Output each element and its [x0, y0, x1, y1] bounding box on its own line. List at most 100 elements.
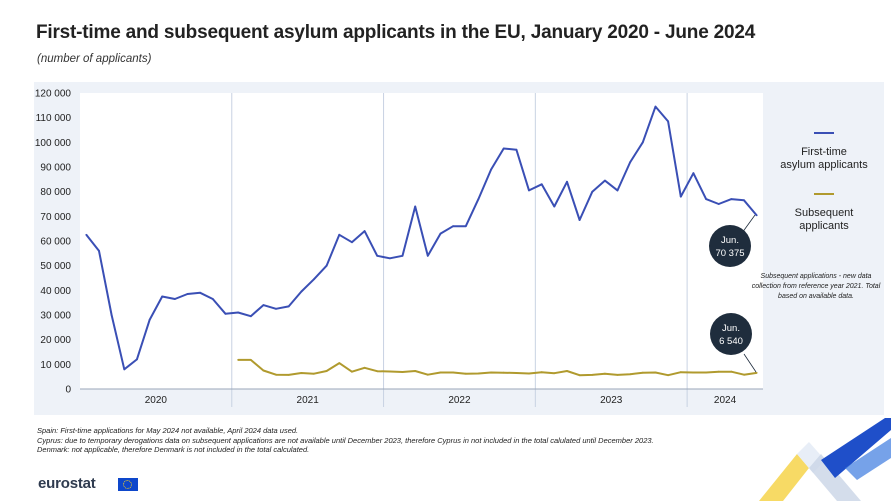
legend-subsequent-swatch — [814, 193, 834, 195]
callout-first-time-bubble — [709, 225, 751, 267]
axis-layer: 0 10 000 20 000 30 000 40 000 50 000 60 000 70 … — [35, 89, 763, 406]
series-first-time-point — [426, 254, 429, 257]
chart-title: First-time and subsequent asylum applica… — [36, 22, 756, 43]
series-first-time-point — [376, 254, 379, 257]
series-subsequent-point — [515, 372, 518, 374]
y-tick-label: 50 000 — [40, 261, 71, 272]
series-first-time-point — [477, 198, 480, 201]
footnote-denmark: Denmark: not applicable, therefore Denma… — [37, 445, 310, 454]
eu-flag-icon — [118, 478, 138, 491]
series-first-time-point — [148, 319, 151, 321]
series-first-time-point — [351, 241, 353, 244]
y-tick-label: 0 — [65, 385, 71, 396]
eurostat-logo: eurostat — [38, 475, 96, 492]
series-first-time-point — [363, 230, 366, 233]
y-tick-label: 20 000 — [40, 335, 71, 346]
series-subsequent-point — [667, 374, 669, 377]
y-tick-label: 100 000 — [35, 138, 72, 149]
data-collection-note: Subsequent applications - new data colle… — [751, 273, 881, 300]
series-first-time-point — [389, 257, 391, 260]
series-first-time-point — [641, 141, 644, 144]
series-first-time-point — [566, 180, 568, 183]
series-first-time-point — [439, 232, 442, 235]
callout-layer: Jun. 70 375 Jun. 6 540 — [709, 214, 757, 373]
footnotes: Spain: First-time applications for May 2… — [37, 426, 757, 455]
series-first-time-point — [136, 358, 138, 361]
series-subsequent-point — [338, 362, 341, 364]
callout-first-time-value: 70 375 — [715, 248, 744, 259]
callout-subsequent-leader — [743, 353, 757, 373]
series-first-time-point — [591, 190, 594, 193]
x-group-label: 2020 — [145, 395, 168, 406]
series-first-time-point — [401, 254, 404, 257]
series-first-time-point — [313, 278, 315, 281]
series-subsequent-point — [477, 372, 480, 375]
y-tick-label: 70 000 — [40, 212, 71, 223]
series-subsequent-point — [389, 370, 391, 373]
callout-subsequent-bubble — [710, 313, 752, 355]
series-subsequent-point — [566, 370, 568, 372]
series-subsequent-point — [351, 370, 353, 373]
footnote-spain: Spain: First-time applications for May 2… — [37, 426, 299, 435]
series-subsequent-point — [755, 372, 758, 374]
series-subsequent-point — [616, 374, 619, 376]
series-first-time-point — [211, 298, 214, 300]
logo-text: eurostat — [38, 475, 96, 492]
series-subsequent-point — [249, 359, 252, 361]
series-subsequent-point — [692, 371, 695, 374]
series-subsequent-point — [553, 372, 556, 375]
series-subsequent-point — [591, 374, 594, 376]
callout-subsequent-month: Jun. — [722, 323, 740, 334]
series-subsequent-point — [452, 371, 454, 374]
series-first-time-point — [452, 225, 454, 228]
series-first-time-point — [515, 148, 518, 151]
series-first-time-point — [616, 189, 619, 192]
series-subsequent-point — [426, 373, 429, 376]
series-subsequent-point — [604, 372, 606, 375]
series-first-time-point — [755, 214, 758, 217]
series-layer — [85, 105, 758, 377]
series-first-time-point — [338, 233, 341, 236]
series-first-time-point — [705, 198, 707, 201]
legend-subsequent-label: Subsequent applicants — [794, 207, 854, 232]
series-subsequent-point — [464, 372, 467, 375]
series-subsequent-point — [743, 373, 745, 376]
series-first-time-line — [85, 105, 758, 371]
callout-first-time-leader — [741, 214, 756, 234]
series-subsequent-point — [641, 371, 644, 374]
legend-first-time: First-time asylum applicants — [769, 132, 879, 172]
x-group-label: 2023 — [600, 395, 623, 406]
series-subsequent-point — [540, 371, 543, 374]
series-subsequent-point — [313, 372, 315, 375]
callout-subsequent-value: 6 540 — [719, 336, 743, 347]
series-first-time-point — [540, 183, 543, 186]
series-first-time-point — [110, 314, 113, 316]
y-tick-label: 60 000 — [40, 237, 71, 248]
series-subsequent-point — [502, 371, 505, 374]
series-first-time-point — [743, 199, 745, 202]
series-first-time-point — [275, 307, 277, 310]
series-first-time-point — [553, 205, 556, 208]
series-subsequent-point — [629, 373, 632, 376]
x-group-label: 2021 — [297, 395, 320, 406]
callout-first-time-month: Jun. — [721, 235, 739, 246]
series-subsequent-point — [237, 359, 240, 361]
series-first-time-point — [629, 161, 632, 164]
series-subsequent-point — [679, 371, 682, 374]
series-first-time-point — [85, 233, 88, 236]
y-tick-label: 110 000 — [36, 113, 72, 124]
footnote-cyprus: Cyprus: due to temporary derogations dat… — [37, 435, 654, 445]
series-subsequent-point — [287, 374, 290, 376]
series-subsequent-point — [705, 371, 707, 374]
series-subsequent-point — [376, 370, 379, 373]
x-group-label: 2022 — [448, 395, 471, 406]
series-first-time-point — [654, 105, 657, 108]
series-first-time-point — [224, 312, 227, 315]
series-first-time-point — [490, 168, 492, 171]
series-first-time-point — [717, 203, 720, 205]
series-subsequent-point — [439, 371, 442, 374]
series-subsequent-point — [578, 374, 581, 377]
x-group-label: 2024 — [714, 395, 737, 406]
series-first-time-point — [174, 298, 176, 300]
